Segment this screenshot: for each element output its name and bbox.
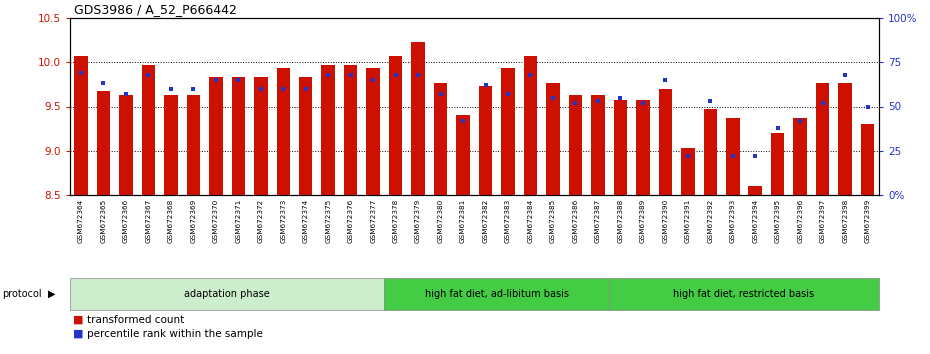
Bar: [141, 65, 155, 195]
Text: ■: ■: [73, 329, 83, 339]
Text: GSM672369: GSM672369: [191, 199, 196, 243]
Text: GSM672390: GSM672390: [662, 199, 669, 243]
Text: GSM672398: GSM672398: [843, 199, 848, 243]
Text: adaptation phase: adaptation phase: [184, 289, 270, 299]
Text: GSM672374: GSM672374: [303, 199, 309, 243]
Bar: [524, 56, 538, 195]
Text: GSM672379: GSM672379: [415, 199, 421, 243]
Bar: [501, 68, 514, 195]
Bar: [411, 42, 425, 195]
Bar: [568, 95, 582, 195]
Bar: [681, 148, 695, 195]
Bar: [384, 278, 609, 310]
Text: GSM672389: GSM672389: [640, 199, 645, 243]
Text: GSM672366: GSM672366: [123, 199, 129, 243]
Bar: [119, 95, 133, 195]
Text: GSM672394: GSM672394: [752, 199, 758, 243]
Text: ■: ■: [73, 315, 83, 325]
Bar: [793, 118, 807, 195]
Text: percentile rank within the sample: percentile rank within the sample: [87, 329, 263, 339]
Bar: [591, 95, 604, 195]
Text: GSM672375: GSM672375: [326, 199, 331, 243]
Text: GSM672388: GSM672388: [618, 199, 623, 243]
Text: GSM672364: GSM672364: [78, 199, 84, 243]
Text: protocol: protocol: [2, 289, 42, 299]
Text: GSM672391: GSM672391: [684, 199, 691, 243]
Text: GSM672386: GSM672386: [573, 199, 578, 243]
Bar: [276, 68, 290, 195]
Bar: [433, 82, 447, 195]
Text: GSM672373: GSM672373: [280, 199, 286, 243]
Text: ▶: ▶: [48, 289, 56, 299]
Bar: [861, 124, 874, 195]
Text: GSM672387: GSM672387: [595, 199, 601, 243]
Bar: [97, 91, 110, 195]
Bar: [838, 82, 852, 195]
Text: GSM672372: GSM672372: [258, 199, 264, 243]
Bar: [389, 56, 403, 195]
Bar: [164, 95, 178, 195]
Bar: [187, 95, 200, 195]
Text: GSM672382: GSM672382: [483, 199, 488, 243]
Text: GSM672399: GSM672399: [865, 199, 870, 243]
Text: GSM672395: GSM672395: [775, 199, 780, 243]
Bar: [479, 86, 492, 195]
Text: GSM672381: GSM672381: [460, 199, 466, 243]
Text: GSM672365: GSM672365: [100, 199, 106, 243]
Bar: [457, 115, 470, 195]
Bar: [771, 133, 784, 195]
Bar: [546, 82, 560, 195]
Text: GSM672376: GSM672376: [348, 199, 353, 243]
Text: high fat diet, ad-libitum basis: high fat diet, ad-libitum basis: [425, 289, 569, 299]
Text: GSM672396: GSM672396: [797, 199, 804, 243]
Bar: [209, 77, 222, 195]
Text: GSM672378: GSM672378: [392, 199, 399, 243]
Bar: [614, 100, 627, 195]
Text: GSM672397: GSM672397: [819, 199, 826, 243]
Bar: [322, 65, 335, 195]
Text: GSM672385: GSM672385: [550, 199, 556, 243]
Bar: [726, 118, 739, 195]
Bar: [636, 100, 649, 195]
Text: GSM672367: GSM672367: [145, 199, 152, 243]
Text: GSM672368: GSM672368: [168, 199, 174, 243]
Bar: [703, 109, 717, 195]
Text: GSM672392: GSM672392: [708, 199, 713, 243]
Bar: [749, 186, 762, 195]
Bar: [344, 65, 357, 195]
Text: high fat diet, restricted basis: high fat diet, restricted basis: [673, 289, 815, 299]
Bar: [74, 56, 87, 195]
Bar: [70, 278, 384, 310]
Bar: [254, 77, 268, 195]
Text: GSM672393: GSM672393: [730, 199, 736, 243]
Bar: [816, 82, 830, 195]
Text: GDS3986 / A_52_P666442: GDS3986 / A_52_P666442: [74, 3, 237, 16]
Bar: [299, 77, 312, 195]
Text: GSM672384: GSM672384: [527, 199, 534, 243]
Bar: [658, 89, 672, 195]
Bar: [232, 77, 245, 195]
Bar: [366, 68, 379, 195]
Text: GSM672377: GSM672377: [370, 199, 376, 243]
Text: GSM672380: GSM672380: [438, 199, 444, 243]
Bar: [609, 278, 879, 310]
Text: GSM672383: GSM672383: [505, 199, 511, 243]
Text: GSM672370: GSM672370: [213, 199, 219, 243]
Text: GSM672371: GSM672371: [235, 199, 241, 243]
Text: transformed count: transformed count: [87, 315, 185, 325]
